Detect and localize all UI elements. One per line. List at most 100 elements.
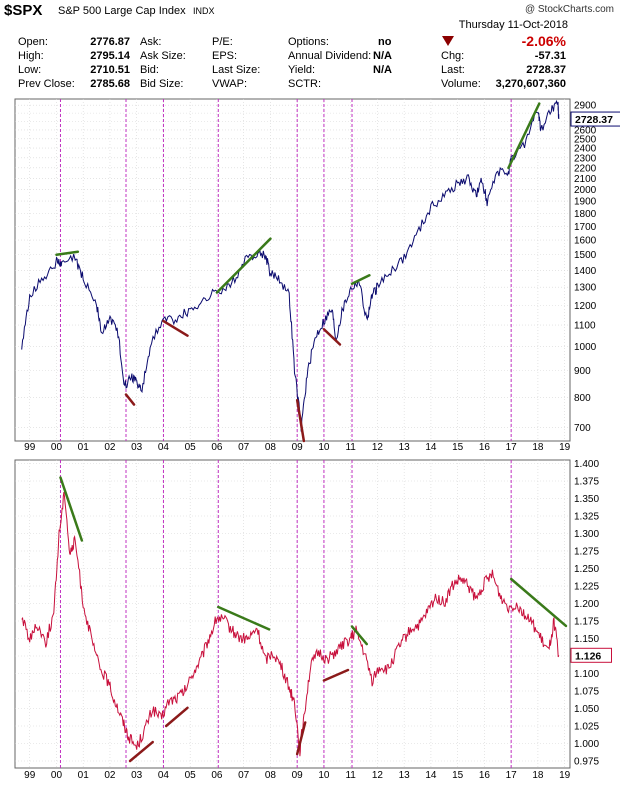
vwap-label: VWAP: (212, 78, 248, 90)
trendline (322, 328, 342, 346)
x-tick-label: 99 (24, 770, 36, 781)
change-percent: -2.06% (521, 33, 566, 49)
y-tick-label: 1400 (574, 266, 597, 277)
x-tick-label: 09 (292, 770, 304, 781)
y-tick-label: 800 (574, 393, 591, 404)
x-tick-label: 06 (211, 770, 223, 781)
last-value-label: 2728.37 (575, 114, 613, 126)
high-label: High: (18, 50, 44, 62)
pe-label: P/E: (212, 36, 233, 48)
y-tick-label: 1100 (574, 321, 596, 332)
x-tick-label: 08 (265, 770, 277, 781)
sctr-label: SCTR: (288, 78, 321, 90)
y-tick-label: 900 (574, 366, 591, 377)
x-tick-label: 04 (158, 442, 170, 453)
y-tick-label: 1200 (574, 301, 597, 312)
trendline (124, 393, 136, 406)
x-tick-label: 15 (452, 770, 464, 781)
y-tick-label: 1.025 (574, 722, 599, 733)
y-tick-label: 1.375 (574, 477, 599, 488)
last-value-box (570, 111, 620, 127)
quote-date: Thursday 11-Oct-2018 (458, 19, 568, 31)
trendline (322, 668, 350, 682)
volume-value: 3,270,607,360 (495, 78, 566, 90)
ask-label: Ask: (140, 36, 162, 48)
prev-close-label: Prev Close: (18, 78, 75, 90)
trendline (295, 398, 306, 443)
quote-header: $SPX S&P 500 Large Cap Index INDX @ Stoc… (0, 0, 620, 98)
x-tick-label: 00 (51, 770, 63, 781)
watermark: @ StockCharts.com (524, 4, 614, 15)
y-tick-label: 1.400 (574, 459, 599, 470)
x-tick-label: 12 (372, 442, 384, 453)
y-tick-label: 1.100 (574, 669, 599, 680)
prev-close-value: 2785.68 (90, 78, 130, 90)
last-value-label: 1.126 (575, 650, 601, 662)
x-tick-label: 08 (265, 442, 277, 453)
y-tick-label: 1.325 (574, 512, 599, 523)
x-tick-label: 03 (131, 442, 143, 453)
ask-size-label: Ask Size: (140, 50, 186, 62)
y-tick-label: 1900 (574, 197, 597, 208)
chg-label: Chg: (441, 50, 465, 62)
trendline (59, 476, 84, 542)
symbol: $SPX (4, 2, 43, 19)
y-tick-label: 1.000 (574, 739, 599, 750)
x-tick-label: 16 (479, 770, 491, 781)
y-tick-label: 2500 (574, 134, 597, 145)
y-tick-label: 1800 (574, 209, 597, 220)
x-tick-label: 07 (238, 770, 250, 781)
y-tick-label: 1500 (574, 250, 597, 261)
y-tick-label: 1.250 (574, 564, 599, 575)
plot-frame-1 (14, 98, 571, 442)
y-tick-label: 1.150 (574, 634, 599, 645)
y-tick-label: 2300 (574, 153, 597, 164)
trendline (164, 706, 189, 728)
y-tick-label: 0.975 (574, 757, 599, 768)
last-value: 2728.37 (526, 64, 566, 76)
y-tick-label: 2600 (574, 125, 597, 136)
trendline (55, 250, 80, 256)
trendline (507, 102, 541, 170)
exchange: INDX (193, 6, 215, 16)
y-tick-label: 700 (574, 423, 591, 434)
yield-value: N/A (373, 64, 392, 76)
trendline (295, 721, 307, 756)
x-tick-label: 99 (24, 442, 36, 453)
y-tick-label: 1.050 (574, 704, 599, 715)
chg-value: -57.31 (534, 50, 566, 62)
x-tick-label: 18 (532, 442, 544, 453)
y-tick-label: 2200 (574, 163, 597, 174)
trendline (350, 625, 368, 646)
y-tick-label: 2000 (574, 185, 597, 196)
x-tick-label: 04 (158, 770, 170, 781)
instrument-name: S&P 500 Large Cap Index (58, 5, 186, 17)
x-tick-label: 17 (506, 442, 518, 453)
x-tick-label: 10 (318, 770, 330, 781)
trendline (350, 274, 371, 285)
y-tick-label: 2100 (574, 174, 597, 185)
x-tick-label: 01 (78, 770, 90, 781)
x-tick-label: 19 (559, 770, 571, 781)
high-value: 2795.14 (90, 50, 130, 62)
x-tick-label: 05 (185, 770, 197, 781)
low-label: Low: (18, 64, 42, 76)
last-label: Last: (441, 64, 465, 76)
plot-frame-2 (14, 459, 571, 769)
x-tick-label: 13 (399, 770, 411, 781)
x-tick-label: 02 (104, 442, 116, 453)
bid-size-label: Bid Size: (140, 78, 184, 90)
x-tick-label: 17 (506, 770, 518, 781)
x-tick-label: 00 (51, 442, 63, 453)
dividend-value: N/A (373, 50, 392, 62)
x-tick-label: 11 (345, 442, 356, 453)
x-tick-label: 07 (238, 442, 250, 453)
y-tick-label: 1600 (574, 236, 597, 247)
trendline (128, 740, 154, 763)
x-tick-label: 14 (425, 442, 437, 453)
x-tick-label: 03 (131, 770, 143, 781)
x-tick-label: 19 (559, 442, 571, 453)
eps-label: EPS: (212, 50, 238, 62)
trendline (215, 237, 272, 294)
x-tick-label: 01 (78, 442, 90, 453)
